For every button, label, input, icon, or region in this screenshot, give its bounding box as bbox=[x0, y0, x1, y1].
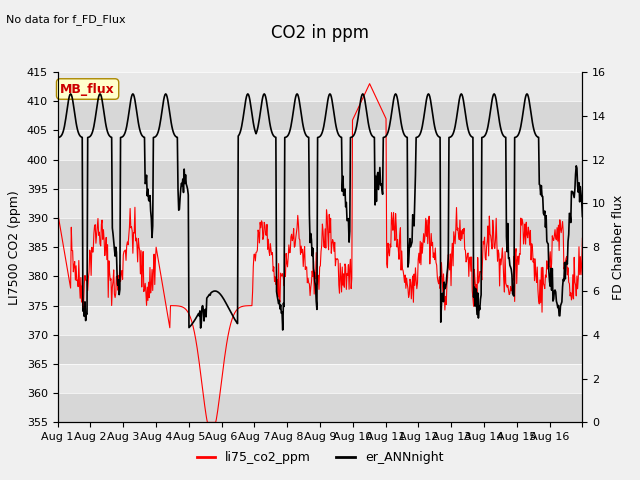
Text: No data for f_FD_Flux: No data for f_FD_Flux bbox=[6, 14, 126, 25]
Bar bbox=[58, 160, 582, 189]
Legend: li75_co2_ppm, er_ANNnight: li75_co2_ppm, er_ANNnight bbox=[191, 446, 449, 469]
Bar bbox=[58, 101, 582, 131]
Text: MB_flux: MB_flux bbox=[60, 83, 115, 96]
Y-axis label: FD Chamber flux: FD Chamber flux bbox=[612, 194, 625, 300]
Bar bbox=[58, 276, 582, 306]
Bar bbox=[58, 218, 582, 247]
Text: CO2 in ppm: CO2 in ppm bbox=[271, 24, 369, 42]
Bar bbox=[58, 393, 582, 422]
Y-axis label: LI7500 CO2 (ppm): LI7500 CO2 (ppm) bbox=[8, 190, 21, 305]
Bar bbox=[58, 335, 582, 364]
